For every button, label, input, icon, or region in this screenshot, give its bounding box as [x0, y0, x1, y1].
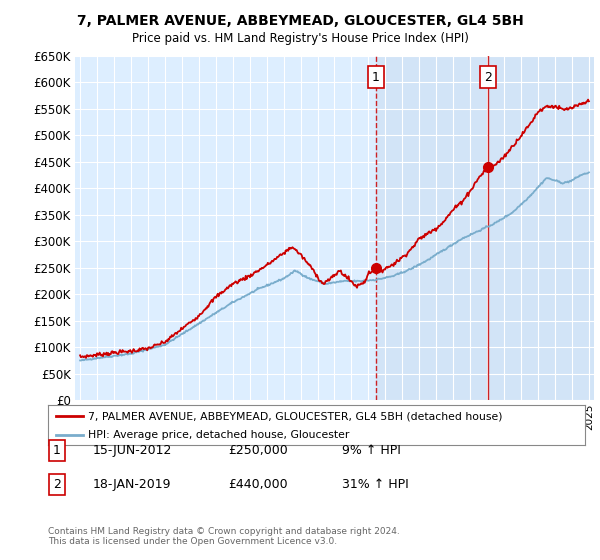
Text: HPI: Average price, detached house, Gloucester: HPI: Average price, detached house, Glou… — [88, 430, 350, 440]
Text: 2: 2 — [484, 71, 492, 83]
Text: 7, PALMER AVENUE, ABBEYMEAD, GLOUCESTER, GL4 5BH: 7, PALMER AVENUE, ABBEYMEAD, GLOUCESTER,… — [77, 14, 523, 28]
Text: £440,000: £440,000 — [228, 478, 287, 491]
Text: 15-JUN-2012: 15-JUN-2012 — [93, 444, 172, 458]
Text: £250,000: £250,000 — [228, 444, 288, 458]
Bar — [376, 56, 594, 400]
Text: 2: 2 — [53, 478, 61, 491]
Text: 1: 1 — [53, 444, 61, 458]
Text: 1: 1 — [372, 71, 380, 83]
Text: 7, PALMER AVENUE, ABBEYMEAD, GLOUCESTER, GL4 5BH (detached house): 7, PALMER AVENUE, ABBEYMEAD, GLOUCESTER,… — [88, 411, 503, 421]
Text: Price paid vs. HM Land Registry's House Price Index (HPI): Price paid vs. HM Land Registry's House … — [131, 32, 469, 45]
Text: 31% ↑ HPI: 31% ↑ HPI — [342, 478, 409, 491]
Text: 9% ↑ HPI: 9% ↑ HPI — [342, 444, 401, 458]
Text: 18-JAN-2019: 18-JAN-2019 — [93, 478, 172, 491]
Text: Contains HM Land Registry data © Crown copyright and database right 2024.
This d: Contains HM Land Registry data © Crown c… — [48, 526, 400, 546]
